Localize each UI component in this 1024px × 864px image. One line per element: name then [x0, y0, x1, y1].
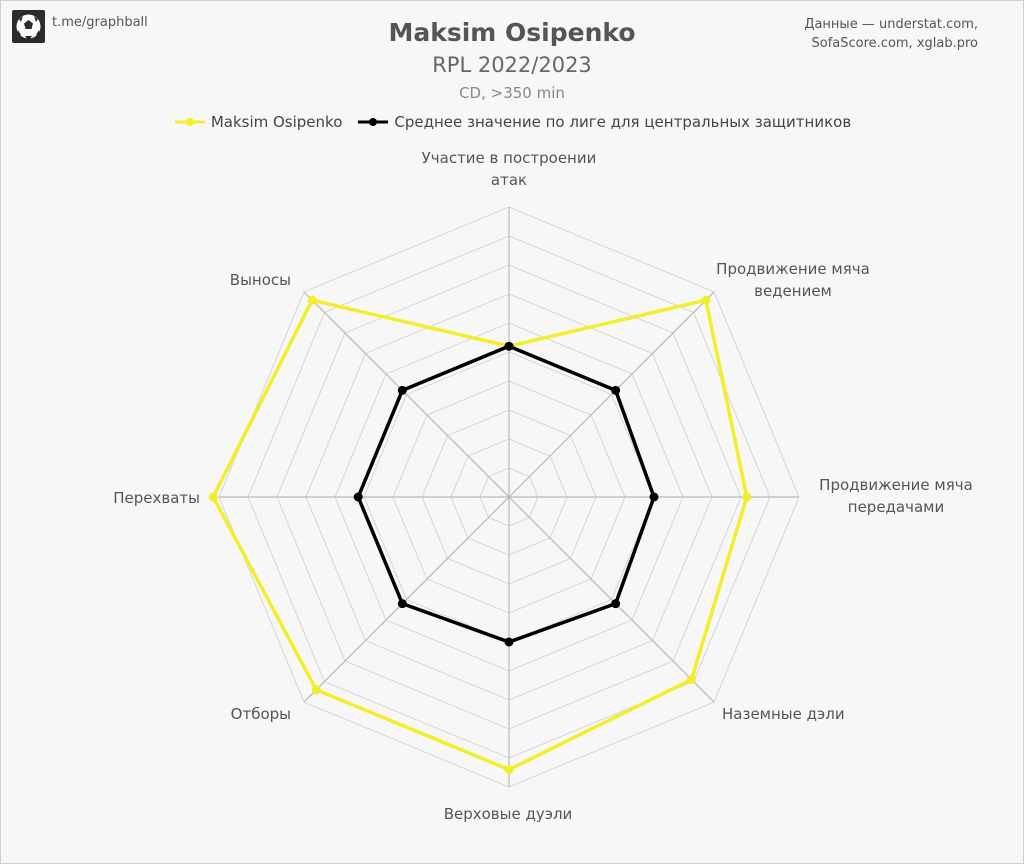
- series-0: [208, 295, 752, 775]
- grid-spoke-1: [508, 291, 715, 498]
- chart-subtitle: RPL 2022/2023: [432, 53, 592, 77]
- axis-label-4-line-0: Верховые дуэли: [444, 805, 573, 823]
- series-0-point-3: [687, 675, 697, 685]
- axis-label-1: Продвижение мяча ведением: [716, 260, 870, 300]
- series-1-point-0: [504, 341, 514, 351]
- series-1-point-5: [397, 599, 407, 609]
- series-0-point-7: [307, 295, 317, 305]
- series-1: [353, 341, 659, 647]
- axis-label-2: Продвижение мяча передачами: [819, 476, 973, 516]
- series-0-point-1: [701, 295, 711, 305]
- series-1-point-6: [353, 492, 363, 502]
- axis-label-5: Отборы: [231, 705, 291, 723]
- radar-axis-labels: Участие в построении атак Продвижение мяча…: [113, 149, 973, 823]
- axis-label-2-line-0: Продвижение мяча: [819, 476, 973, 494]
- legend-label-league-average: Среднее значение по лиге для центральных…: [394, 113, 852, 131]
- axis-label-6-line-0: Перехваты: [113, 489, 200, 507]
- radar-series: [208, 295, 752, 775]
- series-0-point-2: [742, 492, 752, 502]
- source-line-1: Данные — understat.com,: [804, 17, 978, 32]
- legend-label-player: Maksim Osipenko: [210, 113, 343, 131]
- axis-label-2-line-1: передачами: [848, 498, 944, 516]
- grid-spoke-5: [303, 496, 510, 703]
- axis-label-1-line-1: ведением: [754, 282, 832, 300]
- axis-label-5-line-0: Отборы: [231, 705, 291, 723]
- data-source-note: Данные — understat.com, SofaScore.com, x…: [804, 15, 978, 53]
- axis-label-3: Наземные дэли: [722, 705, 845, 723]
- series-1-point-3: [611, 599, 621, 609]
- series-0-point-4: [504, 765, 514, 775]
- telegram-handle: t.me/graphball: [52, 15, 148, 30]
- series-1-point-1: [611, 385, 621, 395]
- grid-spoke-7: [303, 291, 510, 498]
- axis-label-4: Верховые дуэли: [444, 805, 573, 823]
- axis-label-0-line-0: Участие в построении: [422, 149, 597, 167]
- legend-swatch-player: [174, 118, 205, 126]
- radar-grid: [218, 206, 800, 788]
- axis-label-6: Перехваты: [113, 489, 200, 507]
- axis-label-7-line-0: Выносы: [230, 271, 291, 289]
- series-1-point-4: [504, 637, 514, 647]
- series-1-point-7: [397, 385, 407, 395]
- axis-label-0-line-1: атак: [491, 171, 527, 189]
- graphball-logo: [12, 10, 45, 43]
- grid-spoke-3: [508, 496, 715, 703]
- series-0-point-6: [208, 492, 218, 502]
- chart-note: CD, >350 min: [459, 84, 565, 102]
- series-1-point-2: [649, 492, 659, 502]
- axis-label-0: Участие в построении атак: [422, 149, 597, 189]
- axis-label-3-line-0: Наземные дэли: [722, 705, 845, 723]
- source-line-2: SofaScore.com, xglab.pro: [811, 36, 979, 51]
- series-line-0: [211, 298, 749, 772]
- legend-item-player: Maksim Osipenko: [173, 113, 343, 131]
- legend-swatch-league-average: [358, 118, 389, 126]
- legend-item-league-average: Среднее значение по лиге для центральных…: [356, 113, 851, 131]
- chart-title: Maksim Osipenko: [388, 18, 636, 47]
- axis-label-1-line-0: Продвижение мяча: [716, 260, 870, 278]
- axis-label-7: Выносы: [230, 271, 291, 289]
- series-0-point-5: [311, 685, 321, 695]
- chart-legend: Maksim Osipenko Среднее значение по лиге…: [0, 113, 1024, 131]
